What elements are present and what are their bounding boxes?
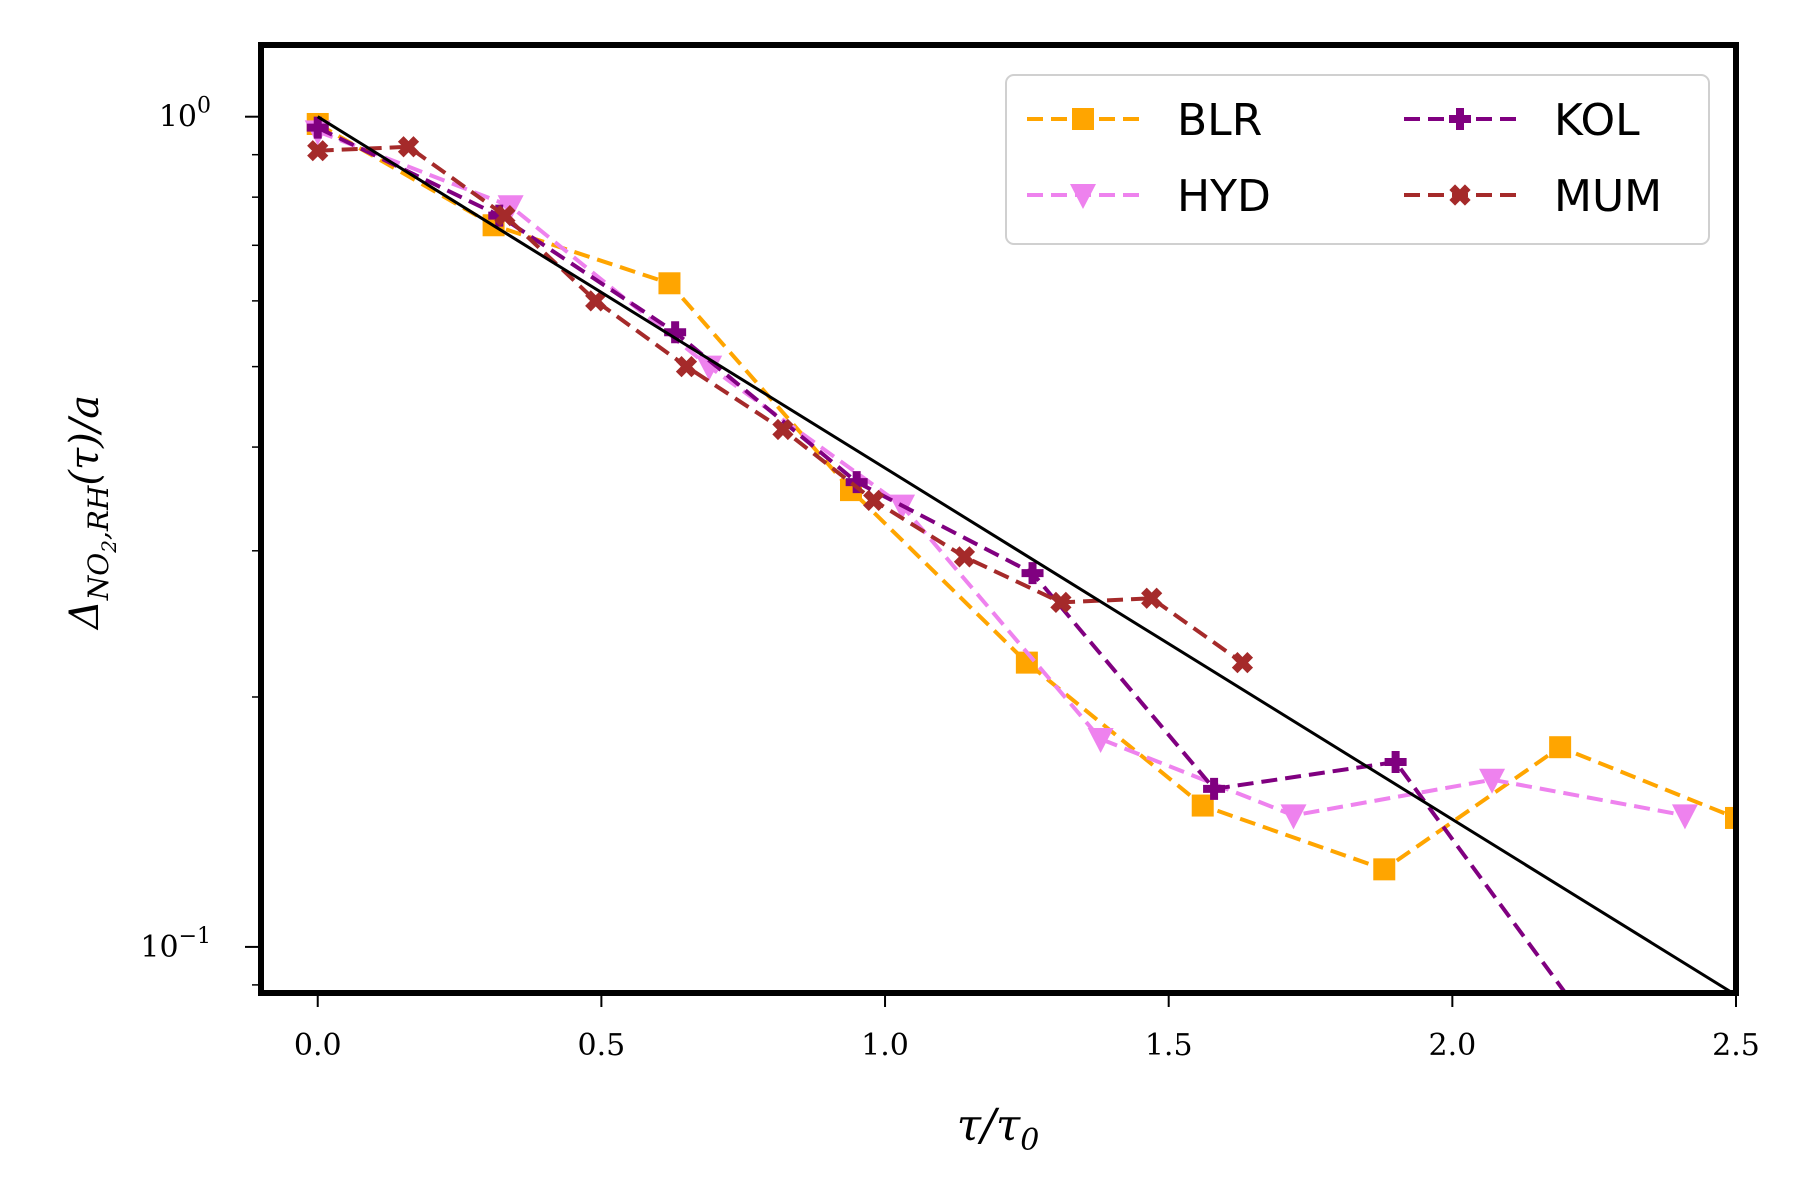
x-tick-label: 2.5	[1712, 1028, 1760, 1063]
data-point-blr	[1725, 806, 1736, 829]
data-point-mum	[1050, 591, 1072, 613]
x-ticks: 0.0 0.5 1.0 1.5 2.0 2.5	[294, 996, 1760, 1063]
series-fit	[316, 115, 1736, 993]
legend-frame	[1005, 74, 1710, 245]
x-tick-label: 2.0	[1428, 1028, 1476, 1063]
series-line-fit	[316, 115, 1736, 993]
legend-label-mum: MUM	[1554, 171, 1662, 222]
y-tick-label: 10−1	[140, 924, 211, 965]
data-point-kol	[1203, 777, 1226, 800]
data-point-blr	[1191, 794, 1214, 817]
legend: BLR HYD KOL MUM	[1005, 74, 1710, 245]
data-point-mum	[772, 418, 794, 441]
data-point-kol	[1384, 751, 1407, 774]
data-point-kol	[845, 471, 868, 494]
data-point-mum	[1231, 652, 1254, 674]
data-point-mum	[397, 136, 420, 158]
x-tick-label: 1.5	[1145, 1028, 1193, 1063]
legend-marker-kol	[1449, 108, 1471, 130]
data-point-kol	[306, 116, 329, 139]
data-point-mum	[307, 140, 329, 162]
y-major-ticks: 100 10−1	[140, 94, 258, 965]
series-layer	[304, 112, 1736, 1038]
data-point-blr	[1373, 858, 1396, 881]
data-point-kol	[488, 204, 511, 227]
data-point-mum	[675, 356, 698, 378]
series-kol	[306, 116, 1634, 1038]
legend-marker-blr	[1072, 108, 1094, 130]
series-mum	[307, 136, 1254, 674]
legend-label-kol: KOL	[1554, 95, 1640, 146]
y-axis-label: ΔNO2,RH(τ)/a	[62, 395, 121, 631]
series-line-kol	[316, 125, 1568, 993]
legend-marker-mum	[1449, 184, 1471, 206]
legend-label-blr: BLR	[1177, 95, 1262, 146]
series-blr	[306, 112, 1736, 881]
plot-frame	[258, 42, 1739, 996]
data-point-kol	[664, 321, 687, 344]
series-line-blr	[316, 122, 1736, 872]
data-point-mum	[863, 489, 885, 512]
data-point-hyd	[1479, 768, 1506, 794]
legend-item-blr: BLR	[1027, 95, 1262, 146]
series-line-hyd	[316, 129, 1686, 818]
data-point-hyd	[1671, 804, 1698, 830]
legend-marker-hyd	[1070, 184, 1096, 209]
data-point-hyd	[1280, 804, 1307, 830]
y-minor-ticks	[252, 153, 258, 986]
legend-label-hyd: HYD	[1177, 171, 1271, 222]
legend-item-mum: MUM	[1404, 171, 1662, 222]
x-tick-label: 1.0	[861, 1028, 909, 1063]
legend-item-kol: KOL	[1404, 95, 1640, 146]
data-point-blr	[658, 272, 681, 295]
x-axis-label: τ/τ0	[957, 1100, 1040, 1158]
series-clip-group	[304, 112, 1736, 1038]
y-tick-label: 100	[159, 94, 211, 135]
data-point-hyd	[1087, 728, 1114, 754]
x-tick-label: 0.5	[578, 1028, 626, 1063]
data-point-mum	[1141, 587, 1163, 609]
legend-item-hyd: HYD	[1027, 171, 1271, 222]
data-point-mum	[585, 290, 607, 312]
data-point-mum	[953, 546, 976, 568]
data-point-mum	[494, 205, 516, 227]
data-point-kol	[1612, 1016, 1634, 1038]
x-tick-label: 0.0	[294, 1028, 342, 1063]
data-point-kol	[1021, 562, 1044, 585]
data-point-blr	[1549, 736, 1572, 759]
